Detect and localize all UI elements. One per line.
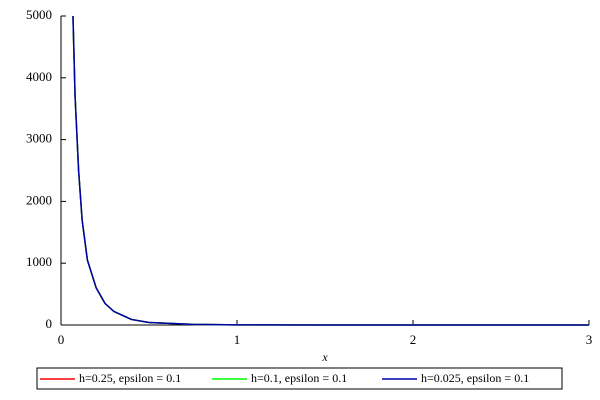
x-tick-label: 1 — [234, 332, 241, 347]
y-tick-label: 1000 — [26, 254, 52, 269]
series-line — [72, 15, 589, 326]
y-tick-label: 3000 — [26, 131, 52, 146]
x-tick-label: 3 — [586, 332, 593, 347]
series-line — [72, 15, 589, 326]
legend-label: h=0.1, epsilon = 0.1 — [251, 371, 347, 385]
x-tick-label: 0 — [58, 332, 65, 347]
y-tick-label: 2000 — [26, 192, 52, 207]
series-line — [72, 15, 589, 326]
legend-label: h=0.25, epsilon = 0.1 — [79, 371, 181, 385]
x-axis-label: x — [321, 350, 328, 364]
legend-label: h=0.025, epsilon = 0.1 — [421, 371, 529, 385]
y-tick-label: 5000 — [26, 7, 52, 22]
legend-box — [36, 367, 563, 390]
x-tick-label: 2 — [410, 332, 417, 347]
y-tick-label: 4000 — [26, 69, 52, 84]
y-tick-label: 0 — [46, 316, 53, 331]
